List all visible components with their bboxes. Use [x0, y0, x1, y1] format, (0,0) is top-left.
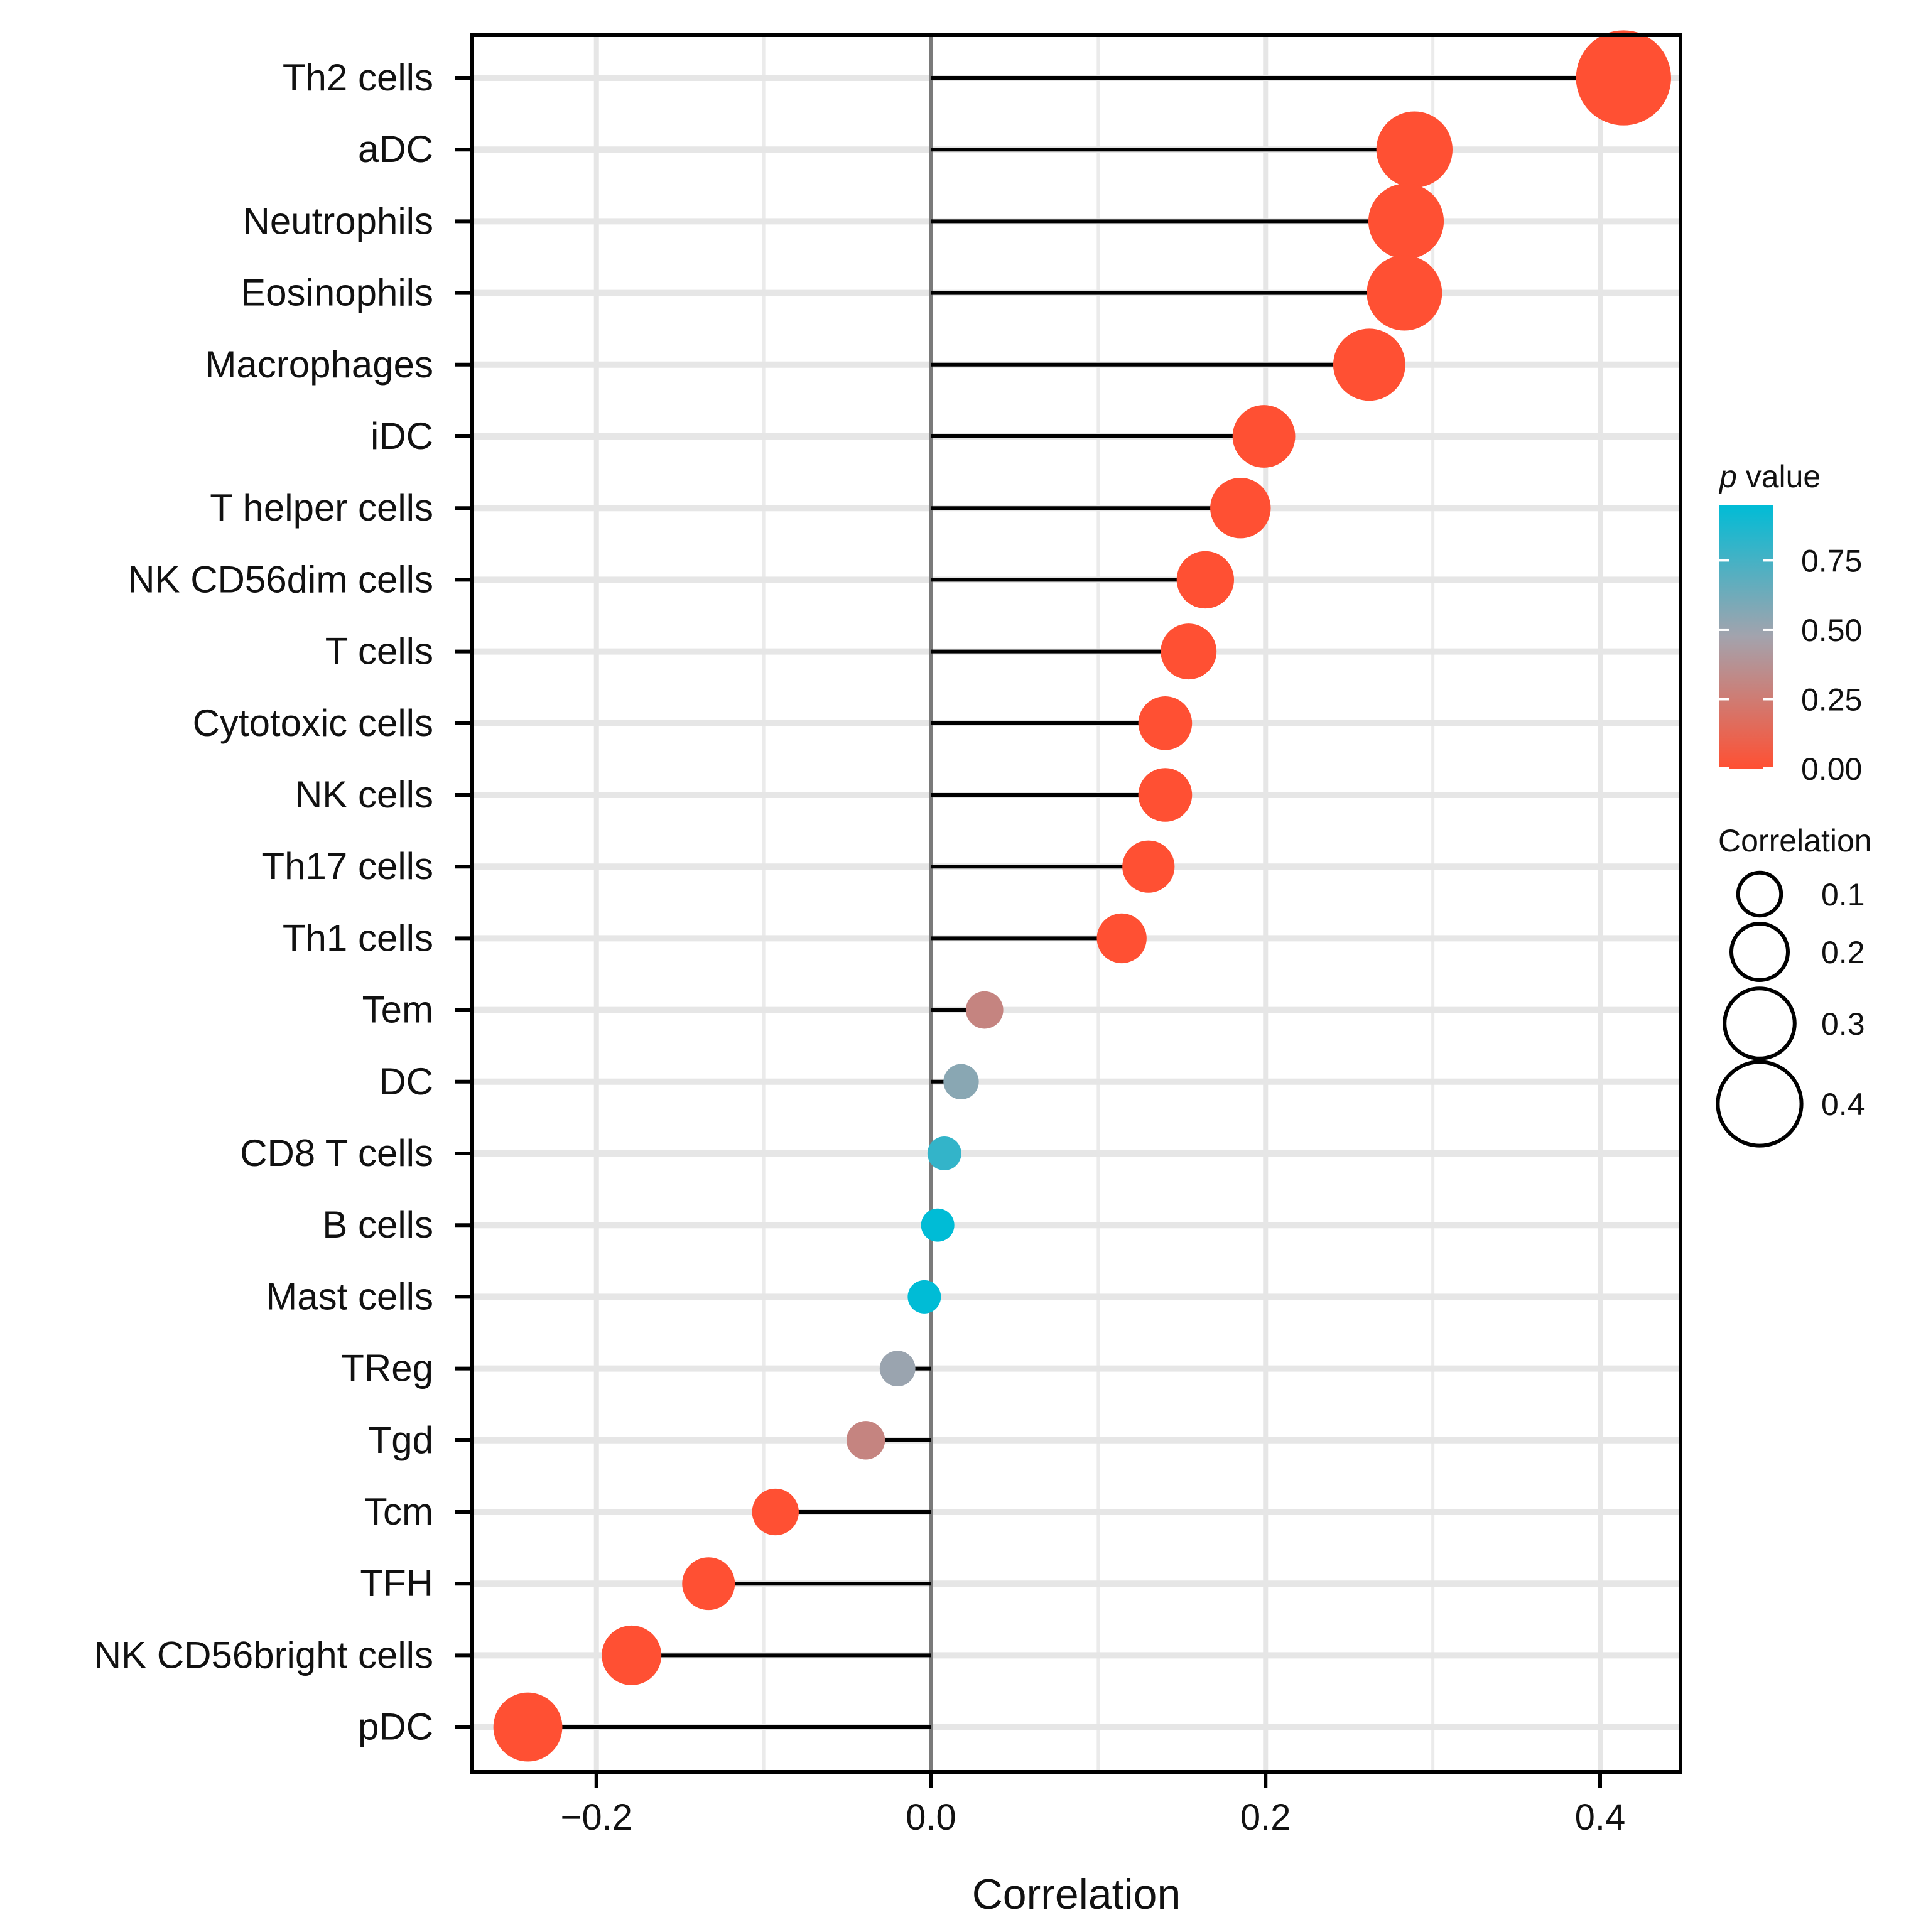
lollipop-point [907, 1280, 941, 1314]
lollipop-point [1368, 183, 1444, 259]
x-tick-label: −0.2 [561, 1797, 633, 1838]
y-tick-label: iDC [371, 415, 433, 457]
lollipop-point [1176, 551, 1235, 609]
colorbar-tick-label: 0.00 [1801, 752, 1862, 787]
size-legend-key [1716, 1060, 1804, 1148]
x-tick-label: 0.4 [1575, 1797, 1626, 1838]
x-axis-title: Correlation [972, 1870, 1181, 1918]
lollipop-point [921, 1208, 955, 1242]
y-tick-label: Eosinophils [241, 272, 433, 314]
p-value-legend-title: p value [1718, 459, 1821, 494]
x-tick-label: 0.0 [906, 1797, 956, 1838]
points [493, 30, 1671, 1762]
lollipop-point [927, 1136, 961, 1170]
y-tick-label: DC [379, 1060, 433, 1103]
lollipop-point [752, 1488, 799, 1536]
lollipop-point [1138, 696, 1193, 750]
colorbar-tick-label: 0.25 [1801, 682, 1862, 717]
lollipop-point [1122, 840, 1175, 893]
y-tick-label: T helper cells [210, 487, 433, 529]
lollipop-point [846, 1421, 885, 1460]
y-tick-label: Neutrophils [243, 200, 434, 242]
y-tick-label: Macrophages [205, 343, 433, 386]
colorbar-tick-label: 0.50 [1801, 613, 1862, 648]
lollipop-point [879, 1351, 916, 1387]
lollipop-point [943, 1064, 979, 1099]
size-legend-label: 0.1 [1821, 877, 1865, 912]
size-legend-label: 0.4 [1821, 1087, 1865, 1122]
lollipop-point [1138, 768, 1193, 822]
size-legend-label: 0.3 [1821, 1006, 1865, 1042]
y-tick-label: Tem [362, 989, 433, 1031]
y-tick-label: aDC [358, 128, 433, 170]
y-tick-label: TReg [341, 1347, 433, 1390]
y-tick-label: Tcm [364, 1491, 433, 1533]
y-tick-label: NK CD56bright cells [94, 1634, 433, 1676]
colorbar-tick-label: 0.75 [1801, 543, 1862, 578]
panel-border [470, 33, 1682, 1774]
correlation-size-legend: Correlation 0.1 0.2 0.3 0.4 [1716, 823, 1872, 1148]
y-tick-label: TFH [360, 1562, 433, 1604]
y-axis: Th2 cells aDC Neutrophils Eosinophils Macrop… [94, 57, 472, 1748]
size-legend-key [1729, 922, 1790, 982]
y-tick-label: B cells [322, 1204, 433, 1246]
y-tick-label: Cytotoxic cells [193, 702, 433, 744]
size-legend-label: 0.2 [1821, 935, 1865, 970]
panel-background [472, 35, 1681, 1772]
lollipop-point [965, 991, 1004, 1029]
lollipop-point [1161, 623, 1217, 680]
y-tick-label: NK cells [295, 774, 433, 816]
size-legend-key [1723, 986, 1797, 1060]
size-legend-key [1736, 870, 1783, 918]
y-tick-label: pDC [358, 1706, 433, 1748]
lollipop-point [1096, 913, 1147, 964]
lollipop-point [1210, 478, 1271, 539]
p-value-colorbar [1719, 505, 1773, 769]
lollipop-point [1376, 111, 1453, 188]
y-tick-label: Tgd [369, 1419, 433, 1461]
size-legend-title: Correlation [1718, 823, 1872, 858]
lollipop-point [1576, 30, 1671, 126]
x-tick-label: 0.2 [1240, 1797, 1291, 1838]
p-value-legend: p value 0.00 0.25 0.50 0.75 [1718, 459, 1862, 787]
y-tick-label: Th1 cells [283, 917, 433, 959]
y-tick-label: Mast cells [266, 1275, 433, 1317]
stems [528, 76, 1624, 1729]
y-tick-label: CD8 T cells [240, 1132, 433, 1174]
y-tick-label: Th17 cells [262, 845, 433, 887]
lollipop-point [1333, 328, 1405, 401]
y-tick-label: NK CD56dim cells [127, 558, 433, 600]
lollipop-point [1367, 255, 1442, 331]
p-value-legend-title-rest: value [1737, 459, 1821, 494]
lollipop-point [602, 1625, 662, 1685]
y-tick-label: Th2 cells [283, 57, 433, 99]
lollipop-point [493, 1692, 563, 1762]
p-value-legend-title-italic: p [1718, 459, 1737, 494]
x-axis: −0.2 0.0 0.2 0.4 [561, 1772, 1626, 1838]
lollipop-point [682, 1557, 735, 1611]
lollipop-point [1232, 405, 1296, 468]
y-tick-label: T cells [325, 630, 433, 672]
